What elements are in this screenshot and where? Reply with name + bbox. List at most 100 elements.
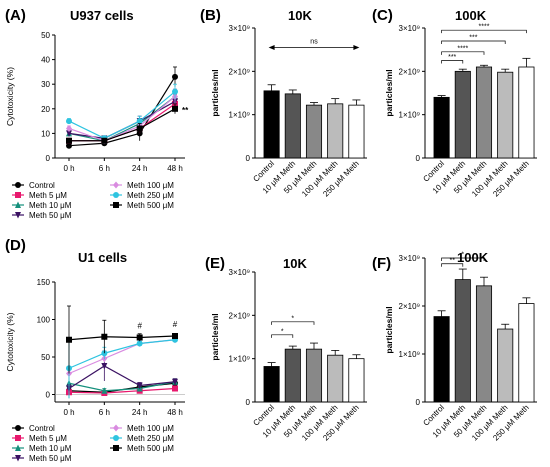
data-point [66,124,72,132]
panel-letter: (F) [372,255,391,272]
x-tick-label: 48 h [167,164,183,173]
legend-marker [15,182,21,188]
data-point [136,334,143,341]
y-tick-label: 1×10⁹ [229,111,250,120]
series-line [68,335,176,341]
x-tick-label: 0 h [63,408,74,417]
y-tick-label: 3×10⁹ [229,268,250,277]
significance-bracket [441,257,485,261]
legend-marker [15,201,21,208]
series-4 [66,336,178,378]
y-tick-label: 2×10⁹ [229,67,250,76]
bar [348,358,365,403]
series-line [68,387,176,394]
legend-marker [15,425,21,431]
series-line [68,96,176,142]
legend-label: Meth 10 μM [29,444,72,453]
legend-label: Control [29,424,55,433]
data-point [136,118,143,125]
data-point [172,105,178,112]
x-tick-label: 24 h [132,408,148,417]
legend-marker [113,192,119,198]
significance-bracket [441,263,464,267]
legend-label: Meth 250 μM [127,434,174,443]
bar [263,90,280,159]
legend-marker [113,202,119,208]
bar [454,279,471,403]
data-point [66,118,72,125]
series-line [68,96,176,142]
significance-label: ns [310,39,318,46]
series-6 [66,103,178,144]
series-line [68,91,176,139]
panel-e: (E) 10Kparticles/ml01×10⁹2×10⁹3×10⁹Contro… [205,255,367,443]
y-tick-label: 1×10⁹ [229,355,250,364]
legend-label: Meth 50 μM [29,211,72,220]
y-tick-label: 3×10⁹ [399,24,420,33]
data-point [66,137,72,144]
x-tick-label: 48 h [167,408,183,417]
data-point [66,336,72,343]
y-tick-label: 1×10⁹ [399,350,420,359]
arrow-head [353,45,360,50]
significance-label: ** [449,257,455,264]
y-axis-label: particles/ml [384,69,394,116]
y-tick-label: 0 [46,154,51,163]
data-point [172,385,178,392]
legend-marker [113,445,119,451]
data-point [172,378,178,386]
data-point [136,125,143,132]
y-tick-label: 10 [41,129,50,138]
series-0 [66,66,178,149]
y-axis-label: particles/ml [210,69,220,116]
significance-label: * [281,328,284,335]
y-tick-label: 0 [246,398,251,407]
y-tick-label: 100 [37,316,51,325]
significance-label: **** [457,45,468,52]
y-tick-label: 0 [416,398,421,407]
y-tick-label: 40 [41,56,50,65]
data-point [66,130,72,137]
series-line [69,108,176,142]
y-axis-label: particles/ml [384,306,394,353]
bar [284,348,301,403]
legend-marker [15,192,21,198]
x-tick-label: 6 h [99,408,110,417]
bar [263,366,280,403]
y-tick-label: 30 [41,80,50,89]
bar [518,303,535,403]
bar [348,104,365,159]
legend-label: Meth 500 μM [127,201,174,210]
data-point [172,333,178,339]
data-point [172,88,178,95]
y-tick-label: 3×10⁹ [229,24,250,33]
data-point [172,73,178,80]
y-tick-label: 0 [416,154,421,163]
panel-f: (F) 100Kparticles/ml01×10⁹2×10⁹3×10⁹Contr… [372,250,537,443]
bar [475,285,493,403]
bar [454,70,471,159]
bar [305,348,323,403]
bar [327,354,344,403]
panel-letter: (B) [200,7,221,24]
bar [433,316,450,403]
significance-bracket [271,334,294,338]
y-tick-label: 3×10⁹ [399,254,420,263]
legend-label: Meth 100 μM [127,181,174,190]
legend-label: Meth 10 μM [29,201,72,210]
x-tick-label: 6 h [99,164,110,173]
y-tick-label: 2×10⁹ [229,311,250,320]
hash-marker: # [137,322,142,331]
legend-marker [113,424,119,432]
panel-b: (B) 10Kparticles/ml01×10⁹2×10⁹3×10⁹Contro… [200,7,367,199]
bar [497,71,514,159]
legend-label: Meth 500 μM [127,444,174,453]
y-tick-label: 50 [41,353,50,362]
data-point [101,363,108,370]
significance-label: * [291,315,294,322]
x-tick-label: 0 h [63,164,74,173]
hash-marker: # [173,320,178,329]
legend-marker [15,455,21,462]
chart-title: U937 cells [70,8,134,23]
